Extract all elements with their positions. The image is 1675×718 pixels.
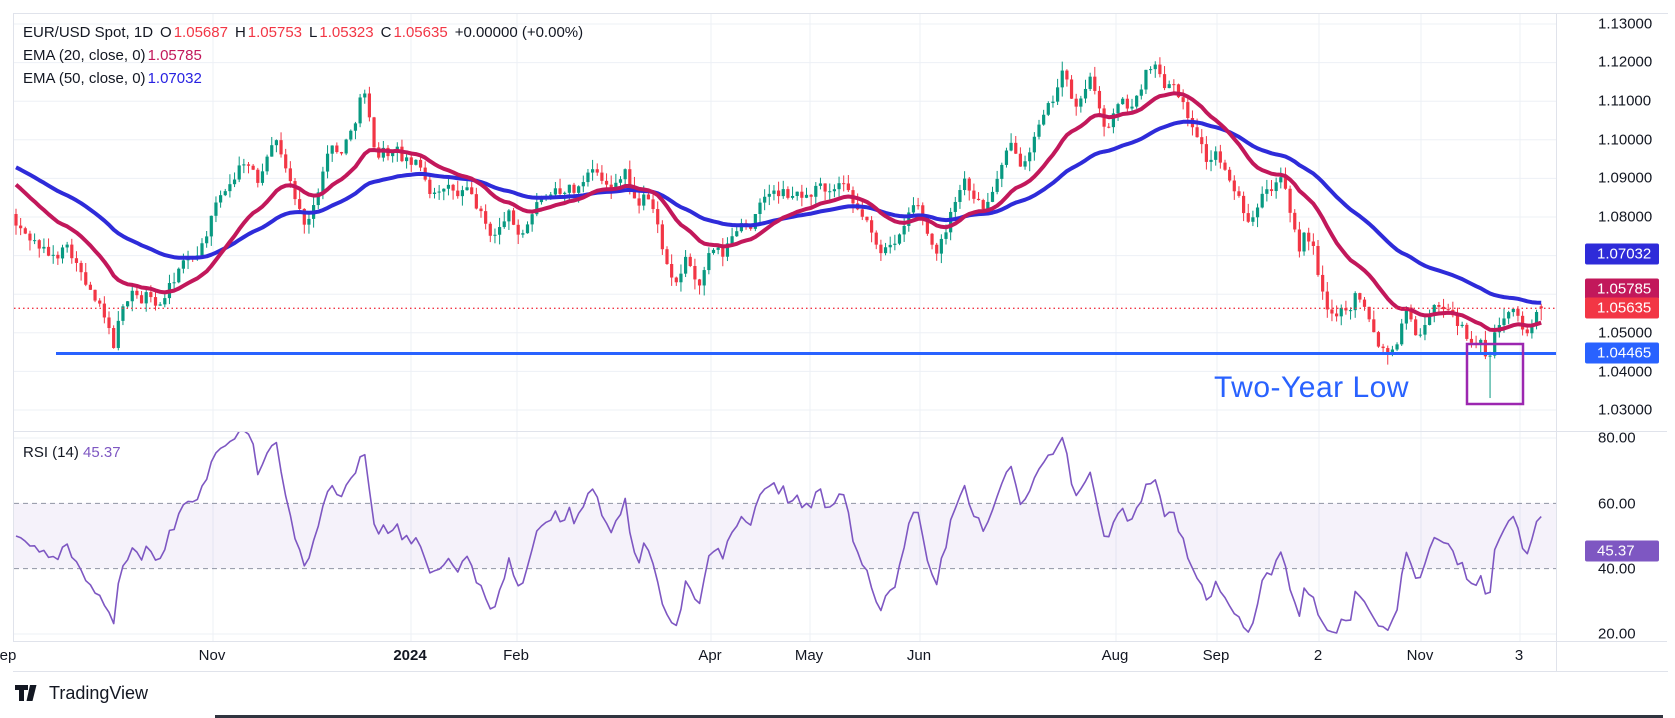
- time-tick-label: Sep: [0, 647, 17, 664]
- axis-tick-label: 1.10000: [1598, 131, 1653, 149]
- ema50-label: EMA (50, close, 0): [23, 70, 146, 87]
- time-tick-label: Jun: [906, 647, 932, 664]
- chart-frame: EUR/USD Spot, 1D O 1.05687 H 1.05753 L 1.05323…: [13, 13, 1669, 672]
- pane-divider[interactable]: [14, 641, 1667, 642]
- low-highlight-rect[interactable]: [1465, 342, 1525, 406]
- axis-tick-label: 1.09000: [1598, 169, 1653, 187]
- rsi-label: RSI (14): [23, 444, 79, 461]
- ema20-value: 1.05785: [147, 47, 202, 64]
- axis-tick-label: 40.00: [1598, 560, 1636, 578]
- candles-series[interactable]: [14, 57, 1543, 399]
- ema20-label: EMA (20, close, 0): [23, 47, 146, 64]
- axis-tick-label: 1.03000: [1598, 401, 1653, 419]
- ema20-legend-row[interactable]: EMA (20, close, 0) 1.05785: [23, 44, 583, 67]
- rsi-grid-lines: [14, 432, 1556, 641]
- ema50-legend-row[interactable]: EMA (50, close, 0) 1.07032: [23, 67, 583, 90]
- axis-price-badge: 45.37: [1585, 540, 1659, 562]
- time-tick-label: 3: [1514, 647, 1524, 664]
- axis-price-badge: 1.05785: [1585, 278, 1659, 300]
- pane-divider[interactable]: [14, 431, 1667, 432]
- ema50-value: 1.07032: [147, 70, 202, 87]
- main-legend: EUR/USD Spot, 1D O 1.05687 H 1.05753 L 1.05323…: [23, 21, 583, 90]
- time-axis[interactable]: Sep Nov 2024 Feb Apr May Jun Aug Sep 2 Nov 3: [0, 642, 1675, 671]
- time-tick-label: Feb: [503, 647, 529, 664]
- change-value: +0.00000 (+0.00%): [454, 24, 584, 41]
- rsi-value: 45.37: [83, 444, 121, 461]
- tradingview-logo[interactable]: TradingView: [15, 683, 148, 704]
- tradingview-logo-text: TradingView: [49, 683, 149, 703]
- rsi-line[interactable]: [15, 432, 1542, 634]
- low-value: 1.05323: [319, 24, 374, 41]
- time-tick-label: 2: [1313, 647, 1323, 664]
- axis-tick-label: 60.00: [1598, 495, 1636, 513]
- rsi-pane[interactable]: [14, 432, 1556, 641]
- axis-price-badge: 1.04465: [1585, 342, 1659, 364]
- bottom-border-line: [215, 715, 1663, 718]
- axis-tick-label: 1.11000: [1598, 92, 1652, 110]
- close-key: C: [380, 24, 392, 41]
- tradingview-logo-icon: [15, 685, 37, 701]
- two-year-low-annotation[interactable]: Two-Year Low: [1214, 371, 1409, 404]
- main-price-pane[interactable]: [14, 14, 1556, 431]
- time-tick-label: Nov: [198, 647, 226, 664]
- axis-tick-label: 1.12000: [1598, 53, 1653, 71]
- open-key: O: [160, 24, 172, 41]
- rsi-legend-row[interactable]: RSI (14) 45.37: [23, 444, 121, 461]
- axis-tick-label: 80.00: [1598, 429, 1636, 447]
- axis-tick-label: 1.08000: [1598, 208, 1653, 226]
- symbol-title[interactable]: EUR/USD Spot, 1D: [23, 24, 154, 41]
- time-tick-label: 2024: [393, 647, 427, 664]
- time-tick-label: Sep: [1202, 647, 1230, 664]
- axis-price-badge: 1.05635: [1585, 297, 1659, 319]
- time-tick-label: Aug: [1101, 647, 1129, 664]
- rsi-band: [14, 503, 1556, 569]
- close-value: 1.05635: [393, 24, 448, 41]
- axis-tick-label: 20.00: [1598, 625, 1636, 643]
- time-tick-label: Nov: [1406, 647, 1434, 664]
- ema50-line[interactable]: [15, 119, 1542, 305]
- symbol-row[interactable]: EUR/USD Spot, 1D O 1.05687 H 1.05753 L 1.05323…: [23, 21, 583, 44]
- open-value: 1.05687: [173, 24, 228, 41]
- axis-tick-label: 1.05000: [1598, 324, 1653, 342]
- axis-price-badge: 1.07032: [1585, 243, 1659, 265]
- axis-tick-label: 1.04000: [1598, 363, 1653, 381]
- time-tick-label: Apr: [698, 647, 722, 664]
- time-tick-label: May: [794, 647, 824, 664]
- high-key: H: [234, 24, 246, 41]
- ema20-line[interactable]: [14, 91, 1542, 332]
- price-axis[interactable]: 1.13000 1.12000 1.11000 1.10000 1.09000 1.080…: [1556, 14, 1669, 671]
- high-value: 1.05753: [247, 24, 303, 41]
- low-key: L: [309, 24, 318, 41]
- axis-tick-label: 1.13000: [1598, 15, 1653, 33]
